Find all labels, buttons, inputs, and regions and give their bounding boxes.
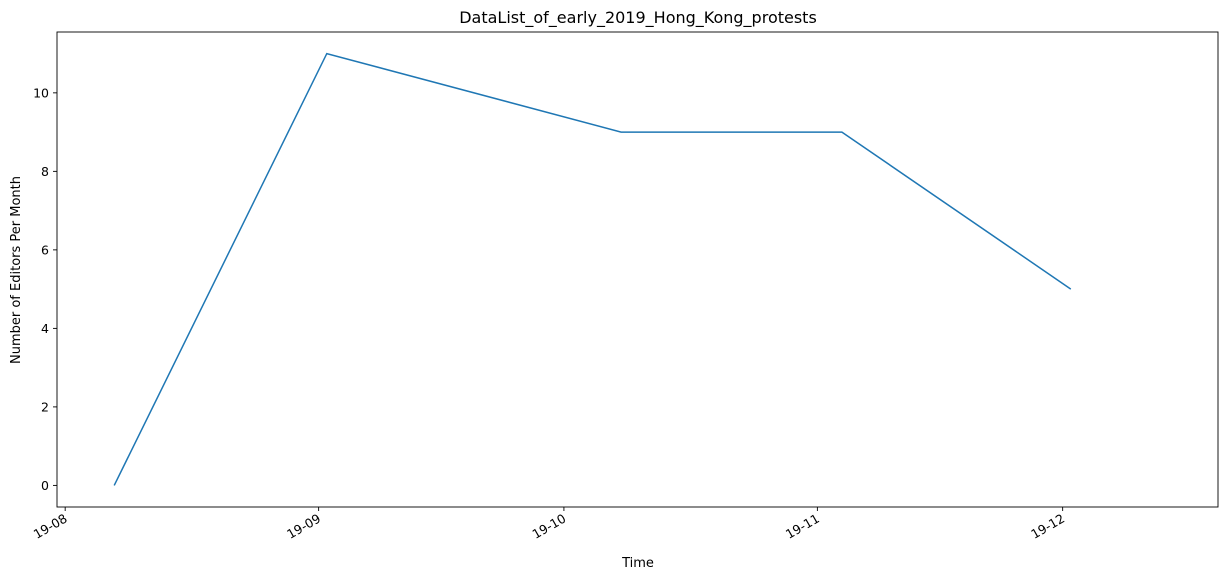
- y-tick-label: 8: [41, 164, 49, 179]
- x-axis-ticks: 19-08 19-09 19-10 19-11 19-12: [31, 507, 1067, 542]
- y-tick-label: 10: [33, 85, 49, 100]
- series-line: [113, 52, 1072, 486]
- x-tick-label: 19-09: [284, 511, 323, 542]
- y-axis-label: Number of Editors Per Month: [9, 176, 24, 364]
- x-tick-label: 19-10: [529, 511, 568, 542]
- axes-frame: [56, 31, 1219, 508]
- x-tick-label: 19-08: [31, 511, 70, 542]
- y-tick-label: 2: [41, 399, 49, 414]
- y-tick-label: 6: [41, 242, 49, 257]
- y-tick-label: 0: [41, 478, 49, 493]
- chart-title: DataList_of_early_2019_Hong_Kong_protest…: [459, 8, 817, 28]
- x-axis-label: Time: [621, 556, 654, 571]
- y-axis-ticks: 0 2 4 6 8 10: [33, 85, 57, 493]
- x-tick-label: 19-12: [1028, 511, 1067, 542]
- y-tick-label: 4: [41, 321, 49, 336]
- x-tick-label: 19-11: [783, 511, 822, 542]
